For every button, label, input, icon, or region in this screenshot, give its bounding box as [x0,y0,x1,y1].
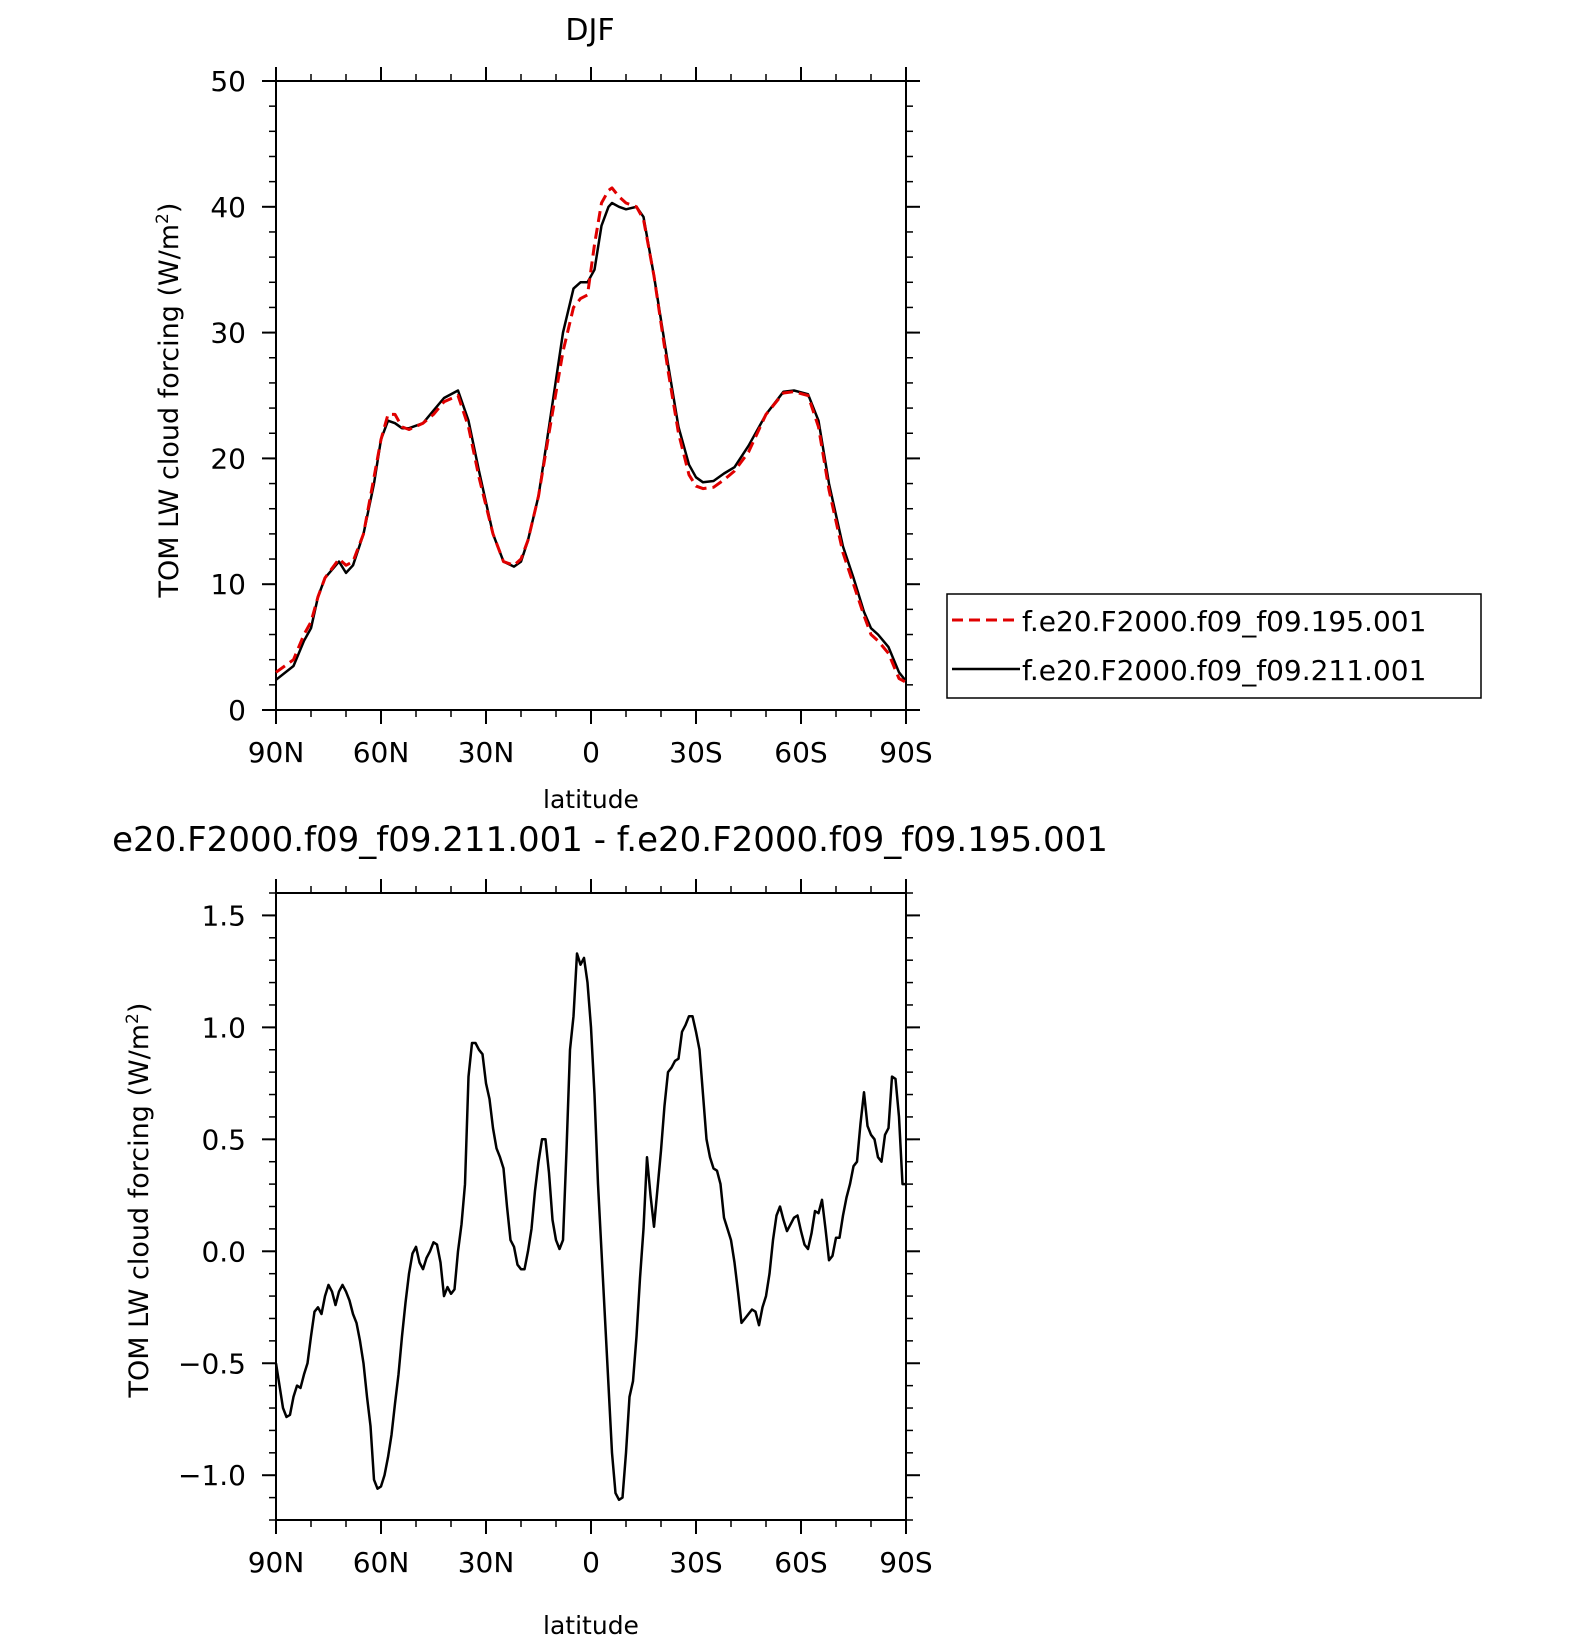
series-line-0 [274,952,906,1502]
y-tick-label: 0 [228,694,246,727]
legend-entry-195: f.e20.F2000.f09_f09.195.001 [1022,605,1426,638]
x-tick-label: 60N [353,1546,410,1579]
y-axis-label-superscript: 2 [123,1013,143,1024]
x-tick-label: 30S [669,736,722,769]
x-tick-label: 0 [582,1546,600,1579]
x-tick-label: 30N [458,1546,515,1579]
x-tick-label: 30N [458,736,515,769]
plot-area: 0 10 20 30 40 50 90N 60N 30N 0 30S 60S 90S [210,65,932,769]
y-tick-label: 50 [210,65,246,98]
top-chart: DJF TOM LW cloud forcing (W/m2) latitude… [153,13,1482,814]
x-tick-label: 90N [248,1546,305,1579]
bottom-chart: e20.F2000.f09_f09.211.001 - f.e20.F2000.… [112,820,1108,1640]
y-axis-label-text: TOM LW cloud forcing (W/m [154,224,185,599]
x-tick-label: 90S [879,1546,932,1579]
plot-area: −1.0 −0.5 0.0 0.5 1.0 1.5 90N 60N 30N 0 30S 60S 90S [178,879,933,1579]
y-axis-label: TOM LW cloud forcing (W/m2) [153,203,185,599]
y-tick-label: −0.5 [178,1347,246,1380]
x-tick-label: 90S [879,736,932,769]
x-axis-label: latitude [543,1611,639,1640]
y-axis-label: TOM LW cloud forcing (W/m2) [123,1003,155,1399]
y-tick-label: 30 [210,317,246,350]
legend-box [946,593,1482,699]
y-axis-label-text: TOM LW cloud forcing (W/m [124,1024,155,1399]
x-tick-label: 60N [353,736,410,769]
y-axis-label-close: ) [154,203,185,214]
y-axis-label-superscript: 2 [153,213,173,224]
series-line-0 [275,186,907,684]
plot-frame [275,80,907,711]
x-axis-label: latitude [543,785,639,814]
y-tick-label: 20 [210,442,246,475]
x-tick-label: 60S [774,736,827,769]
y-tick-label: 1.5 [201,899,246,932]
x-tick-label: 30S [669,1546,722,1579]
y-axis-label-close: ) [124,1003,155,1014]
y-tick-label: 0.5 [201,1123,246,1156]
y-tick-label: 0.0 [201,1235,246,1268]
series-line-1 [275,201,907,682]
y-tick-label: 10 [210,568,246,601]
y-tick-label: 40 [210,191,246,224]
y-tick-label: −1.0 [178,1459,246,1492]
y-tick-label: 1.0 [201,1011,246,1044]
chart-title: e20.F2000.f09_f09.211.001 - f.e20.F2000.… [112,820,1108,860]
x-tick-label: 60S [774,1546,827,1579]
svg-text:TOM LW cloud forcing (W/m2): TOM LW cloud forcing (W/m2) [153,203,185,599]
x-tick-label: 0 [582,736,600,769]
legend-entry-211: f.e20.F2000.f09_f09.211.001 [1022,654,1426,687]
legend: f.e20.F2000.f09_f09.195.001 f.e20.F2000.… [946,593,1482,699]
svg-text:TOM LW cloud forcing (W/m2): TOM LW cloud forcing (W/m2) [123,1003,155,1399]
chart-title: DJF [565,13,614,48]
x-tick-label: 90N [248,736,305,769]
